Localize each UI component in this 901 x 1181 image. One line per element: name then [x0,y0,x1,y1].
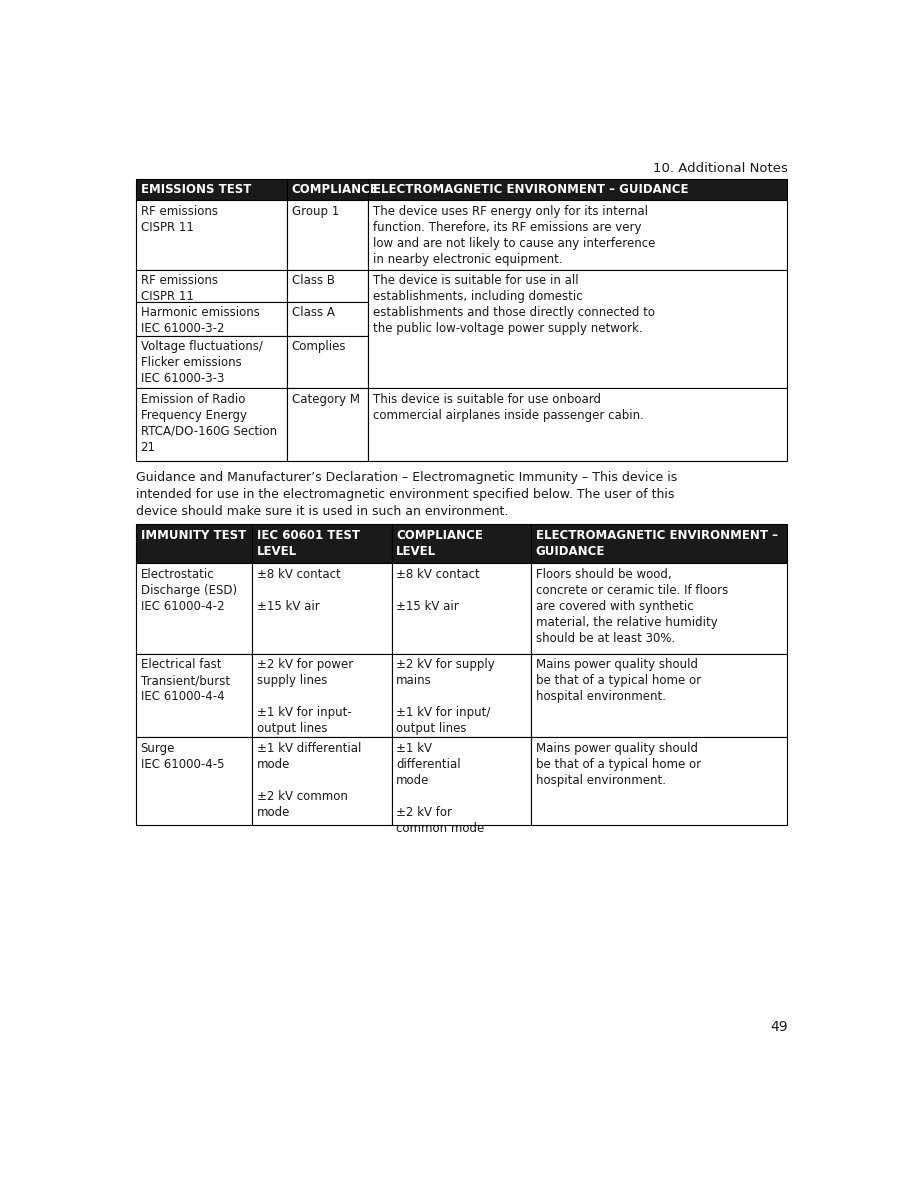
Text: ±2 kV for supply
mains

±1 kV for input/
output lines: ±2 kV for supply mains ±1 kV for input/ … [396,658,495,736]
Bar [369,269,787,389]
Text: ±1 kV
differential
mode

±2 kV for
common mode: ±1 kV differential mode ±2 kV for common… [396,742,485,835]
Bar [136,389,287,462]
Bar [287,269,369,302]
Text: Mains power quality should
be that of a typical home or
hospital environment.: Mains power quality should be that of a … [536,658,701,704]
Text: Class A: Class A [292,307,334,320]
Bar [136,335,287,389]
Text: 49: 49 [770,1020,787,1035]
Text: Complies: Complies [292,340,346,353]
Text: IMMUNITY TEST: IMMUNITY TEST [141,529,246,542]
Bar [531,563,787,654]
Text: ELECTROMAGNETIC ENVIRONMENT –
GUIDANCE: ELECTROMAGNETIC ENVIRONMENT – GUIDANCE [536,529,778,559]
Bar [136,302,287,335]
Text: COMPLIANCE: COMPLIANCE [292,183,378,196]
Bar [136,201,287,269]
Bar [392,563,531,654]
Text: 10. Additional Notes: 10. Additional Notes [653,162,787,175]
Bar [252,563,392,654]
Text: Emission of Radio
Frequency Energy
RTCA/DO-160G Section
21: Emission of Radio Frequency Energy RTCA/… [141,393,277,454]
Text: ±1 kV differential
mode

±2 kV common
mode: ±1 kV differential mode ±2 kV common mod… [257,742,361,818]
Text: ±8 kV contact

±15 kV air: ±8 kV contact ±15 kV air [257,568,341,613]
Bar [392,737,531,826]
Bar [136,524,252,563]
Bar [531,654,787,737]
Bar [287,178,369,201]
Bar [531,737,787,826]
Bar [392,524,531,563]
Text: RF emissions
CISPR 11: RF emissions CISPR 11 [141,204,217,234]
Bar [287,389,369,462]
Bar [136,563,252,654]
Text: Floors should be wood,
concrete or ceramic tile. If floors
are covered with synt: Floors should be wood, concrete or ceram… [536,568,728,645]
Bar [136,178,287,201]
Text: Guidance and Manufacturer’s Declaration – Electromagnetic Immunity – This device: Guidance and Manufacturer’s Declaration … [136,470,678,517]
Text: This device is suitable for use onboard
commercial airplanes inside passenger ca: This device is suitable for use onboard … [373,393,644,422]
Bar [252,524,392,563]
Text: Surge
IEC 61000-4-5: Surge IEC 61000-4-5 [141,742,224,770]
Bar [287,335,369,389]
Bar [369,201,787,269]
Text: RF emissions
CISPR 11: RF emissions CISPR 11 [141,274,217,304]
Text: Electrostatic
Discharge (ESD)
IEC 61000-4-2: Electrostatic Discharge (ESD) IEC 61000-… [141,568,237,613]
Text: The device is suitable for use in all
establishments, including domestic
establi: The device is suitable for use in all es… [373,274,655,335]
Text: EMISSIONS TEST: EMISSIONS TEST [141,183,250,196]
Bar [252,654,392,737]
Bar [136,737,252,826]
Bar [287,201,369,269]
Text: Electrical fast
Transient/burst
IEC 61000-4-4: Electrical fast Transient/burst IEC 6100… [141,658,230,704]
Text: Mains power quality should
be that of a typical home or
hospital environment.: Mains power quality should be that of a … [536,742,701,787]
Bar [252,737,392,826]
Bar [136,654,252,737]
Bar [136,269,287,302]
Text: IEC 60601 TEST
LEVEL: IEC 60601 TEST LEVEL [257,529,359,559]
Text: Class B: Class B [292,274,334,287]
Bar [369,178,787,201]
Text: ±8 kV contact

±15 kV air: ±8 kV contact ±15 kV air [396,568,480,613]
Text: COMPLIANCE
LEVEL: COMPLIANCE LEVEL [396,529,483,559]
Text: ELECTROMAGNETIC ENVIRONMENT – GUIDANCE: ELECTROMAGNETIC ENVIRONMENT – GUIDANCE [373,183,688,196]
Text: ±2 kV for power
supply lines

±1 kV for input-
output lines: ±2 kV for power supply lines ±1 kV for i… [257,658,353,736]
Text: Group 1: Group 1 [292,204,339,217]
Bar [287,302,369,335]
Bar [392,654,531,737]
Bar [531,524,787,563]
Text: Voltage fluctuations/
Flicker emissions
IEC 61000-3-3: Voltage fluctuations/ Flicker emissions … [141,340,262,385]
Text: Harmonic emissions
IEC 61000-3-2: Harmonic emissions IEC 61000-3-2 [141,307,259,335]
Bar [369,389,787,462]
Text: The device uses RF energy only for its internal
function. Therefore, its RF emis: The device uses RF energy only for its i… [373,204,655,266]
Text: Category M: Category M [292,393,359,406]
